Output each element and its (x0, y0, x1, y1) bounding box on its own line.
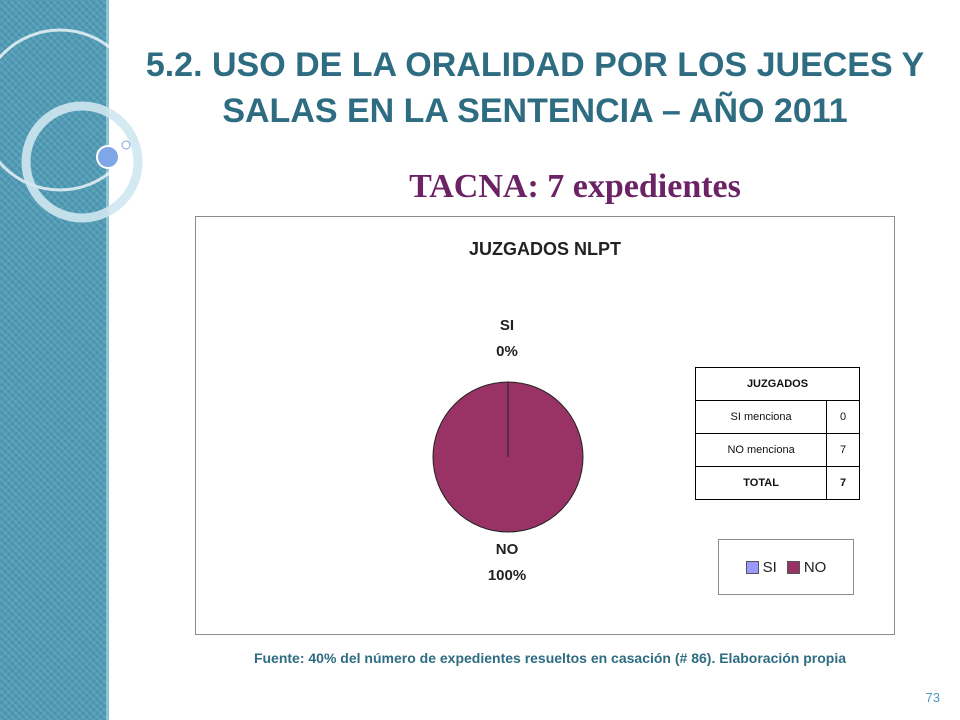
table-cell-value: 7 (826, 466, 860, 500)
table-cell-value: 7 (826, 433, 860, 467)
legend-label-si: SI (762, 558, 777, 576)
pie-chart (432, 381, 584, 533)
table-row: NO menciona 7 (694, 433, 860, 467)
data-table: JUZGADOS SI menciona 0 NO menciona 7 TOT… (694, 367, 860, 500)
decorative-circles (0, 28, 143, 223)
table-cell-label: SI menciona (694, 400, 828, 434)
pie-label-no: NO 100% (447, 537, 567, 589)
chart-frame: JUZGADOS NLPT SI 0% NO 100% JUZGADOS SI … (195, 216, 895, 635)
page-number: 73 (925, 690, 940, 705)
table-cell-label: NO menciona (694, 433, 828, 467)
pie-label-si-category: SI (499, 317, 515, 334)
legend-item-si: SI (745, 558, 777, 576)
table-header: JUZGADOS (695, 367, 860, 401)
side-band-edge (106, 0, 109, 720)
table-cell-label: TOTAL (694, 466, 828, 500)
legend-swatch-no (786, 560, 800, 574)
slide-subtitle: TACNA: 7 expedientes (409, 168, 741, 205)
pie-label-si-percent: 0% (496, 343, 518, 360)
legend-swatch-si (745, 560, 759, 574)
pie-label-no-percent: 100% (487, 567, 527, 584)
source-note: Fuente: 40% del número de expedientes re… (253, 650, 847, 666)
table-row-total: TOTAL 7 (694, 466, 860, 500)
table-cell-value: 0 (826, 400, 860, 434)
chart-title: JUZGADOS NLPT (468, 239, 621, 259)
pie-label-si: SI 0% (447, 313, 567, 365)
legend-label-no: NO (803, 558, 827, 576)
table-row: SI menciona 0 (694, 400, 860, 434)
pie-label-no-category: NO (495, 541, 519, 558)
slide-title: 5.2. USO DE LA ORALIDAD POR LOS JUECES Y… (145, 46, 925, 130)
chart-legend: SI NO (718, 539, 854, 595)
decorative-side-band (0, 0, 106, 720)
legend-item-no: NO (786, 558, 827, 576)
table-header-row: JUZGADOS (695, 367, 860, 401)
